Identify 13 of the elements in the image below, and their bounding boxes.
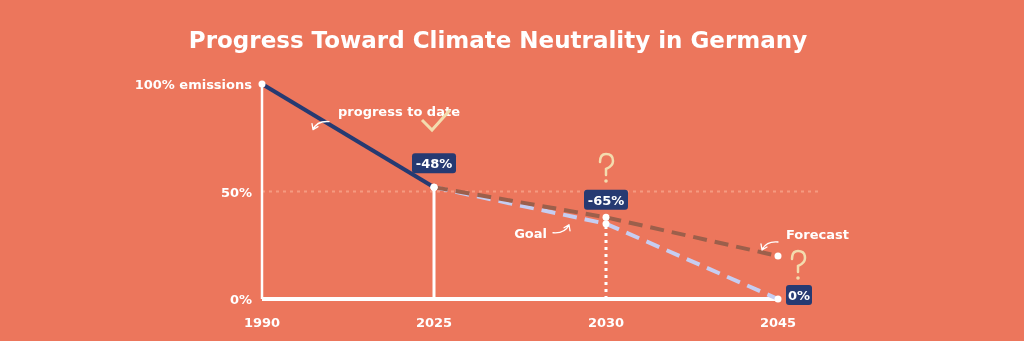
y-tick-label: 100% emissions: [134, 77, 253, 92]
x-tick-label: 2030: [587, 315, 625, 330]
x-tick-label: 2045: [759, 315, 797, 330]
x-tick-label: 1990: [243, 315, 281, 330]
annotation: 0%: [787, 288, 811, 303]
x-tick-label: 2025: [415, 315, 453, 330]
series-label: Forecast: [786, 227, 849, 242]
annotation: -48%: [415, 156, 453, 172]
y-tick-label: 50%: [220, 184, 252, 200]
y-tick-label: 0%: [229, 292, 252, 307]
legend-label: Goal: [514, 225, 547, 241]
annotation: -65%: [587, 192, 625, 208]
chart-title: Progress Toward Climate Neutrality in Germany: [188, 27, 808, 53]
